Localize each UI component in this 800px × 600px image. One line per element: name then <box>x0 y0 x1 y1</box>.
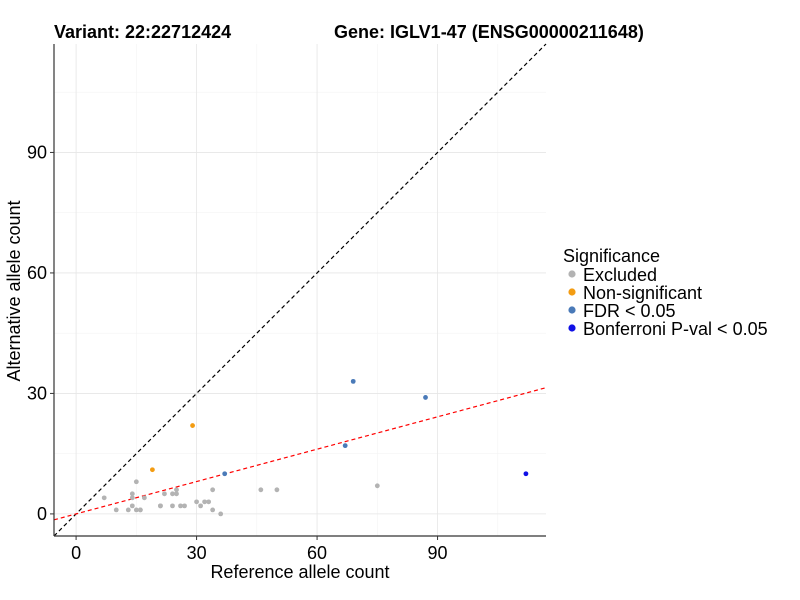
point-excluded <box>174 491 179 497</box>
legend-label-bonferroni-p-val-0-05: Bonferroni P-val < 0.05 <box>583 319 768 339</box>
point-excluded <box>218 511 224 517</box>
point-excluded <box>374 483 380 489</box>
point-fdr-0-05 <box>350 378 356 384</box>
legend-key-fdr-0-05 <box>568 306 576 314</box>
fit-reference-line <box>53 387 547 521</box>
point-fdr-0-05 <box>222 471 228 477</box>
point-excluded <box>113 507 119 513</box>
point-excluded <box>137 507 143 513</box>
point-excluded <box>129 503 135 509</box>
point-excluded <box>133 507 139 513</box>
point-excluded <box>194 499 199 505</box>
point-excluded <box>210 507 216 513</box>
point-excluded <box>170 503 175 509</box>
legend-key-bonferroni-p-val-0-05 <box>568 324 576 332</box>
point-excluded <box>170 491 175 497</box>
x-axis-label: Reference allele count <box>210 562 389 582</box>
x-tick-label: 60 <box>307 543 327 563</box>
ticks: 0 30 60 90 0 30 60 90 <box>27 142 448 563</box>
y-tick-label: 0 <box>37 504 47 524</box>
identity-reference-line <box>53 43 547 537</box>
point-excluded <box>206 499 212 505</box>
y-tick-label: 90 <box>27 142 47 162</box>
y-tick-label: 30 <box>27 383 47 403</box>
point-excluded <box>101 495 107 501</box>
point-excluded <box>162 491 167 497</box>
point-excluded <box>133 479 139 485</box>
point-excluded <box>125 507 131 513</box>
legend-label-fdr-0-05: FDR < 0.05 <box>583 301 676 321</box>
x-tick-label: 90 <box>428 543 448 563</box>
data-points <box>101 378 529 517</box>
x-tick-label: 0 <box>71 543 81 563</box>
legend: Significance ExcludedNon-significantFDR … <box>563 246 768 339</box>
x-tick-label: 30 <box>187 543 207 563</box>
legend-title: Significance <box>563 246 660 266</box>
legend-label-non-significant: Non-significant <box>583 283 702 303</box>
y-axis-label: Alternative allele count <box>4 200 24 381</box>
point-excluded <box>274 487 280 493</box>
chart-title-variant: Variant: 22:22712424 <box>54 22 231 42</box>
reference-lines <box>53 43 547 537</box>
point-non-significant <box>150 467 155 473</box>
point-excluded <box>158 503 163 509</box>
point-excluded <box>182 503 187 509</box>
y-tick-label: 60 <box>27 263 47 283</box>
point-excluded <box>258 487 264 493</box>
point-fdr-0-05 <box>342 443 348 449</box>
axes <box>53 44 546 537</box>
legend-label-excluded: Excluded <box>583 265 657 285</box>
point-excluded <box>210 487 216 493</box>
chart-title-gene: Gene: IGLV1-47 (ENSG00000211648) <box>334 22 644 42</box>
point-excluded <box>198 503 203 509</box>
legend-key-non-significant <box>568 288 576 296</box>
point-non-significant <box>190 423 195 428</box>
point-excluded <box>129 491 135 497</box>
legend-key-excluded <box>568 270 576 278</box>
point-excluded <box>141 495 147 501</box>
point-bonferroni-p-val-0-05 <box>523 471 529 477</box>
point-excluded <box>178 503 183 509</box>
point-excluded <box>174 487 179 493</box>
point-excluded <box>129 495 135 501</box>
point-excluded <box>202 499 208 505</box>
point-fdr-0-05 <box>423 395 428 400</box>
grid <box>54 44 546 536</box>
